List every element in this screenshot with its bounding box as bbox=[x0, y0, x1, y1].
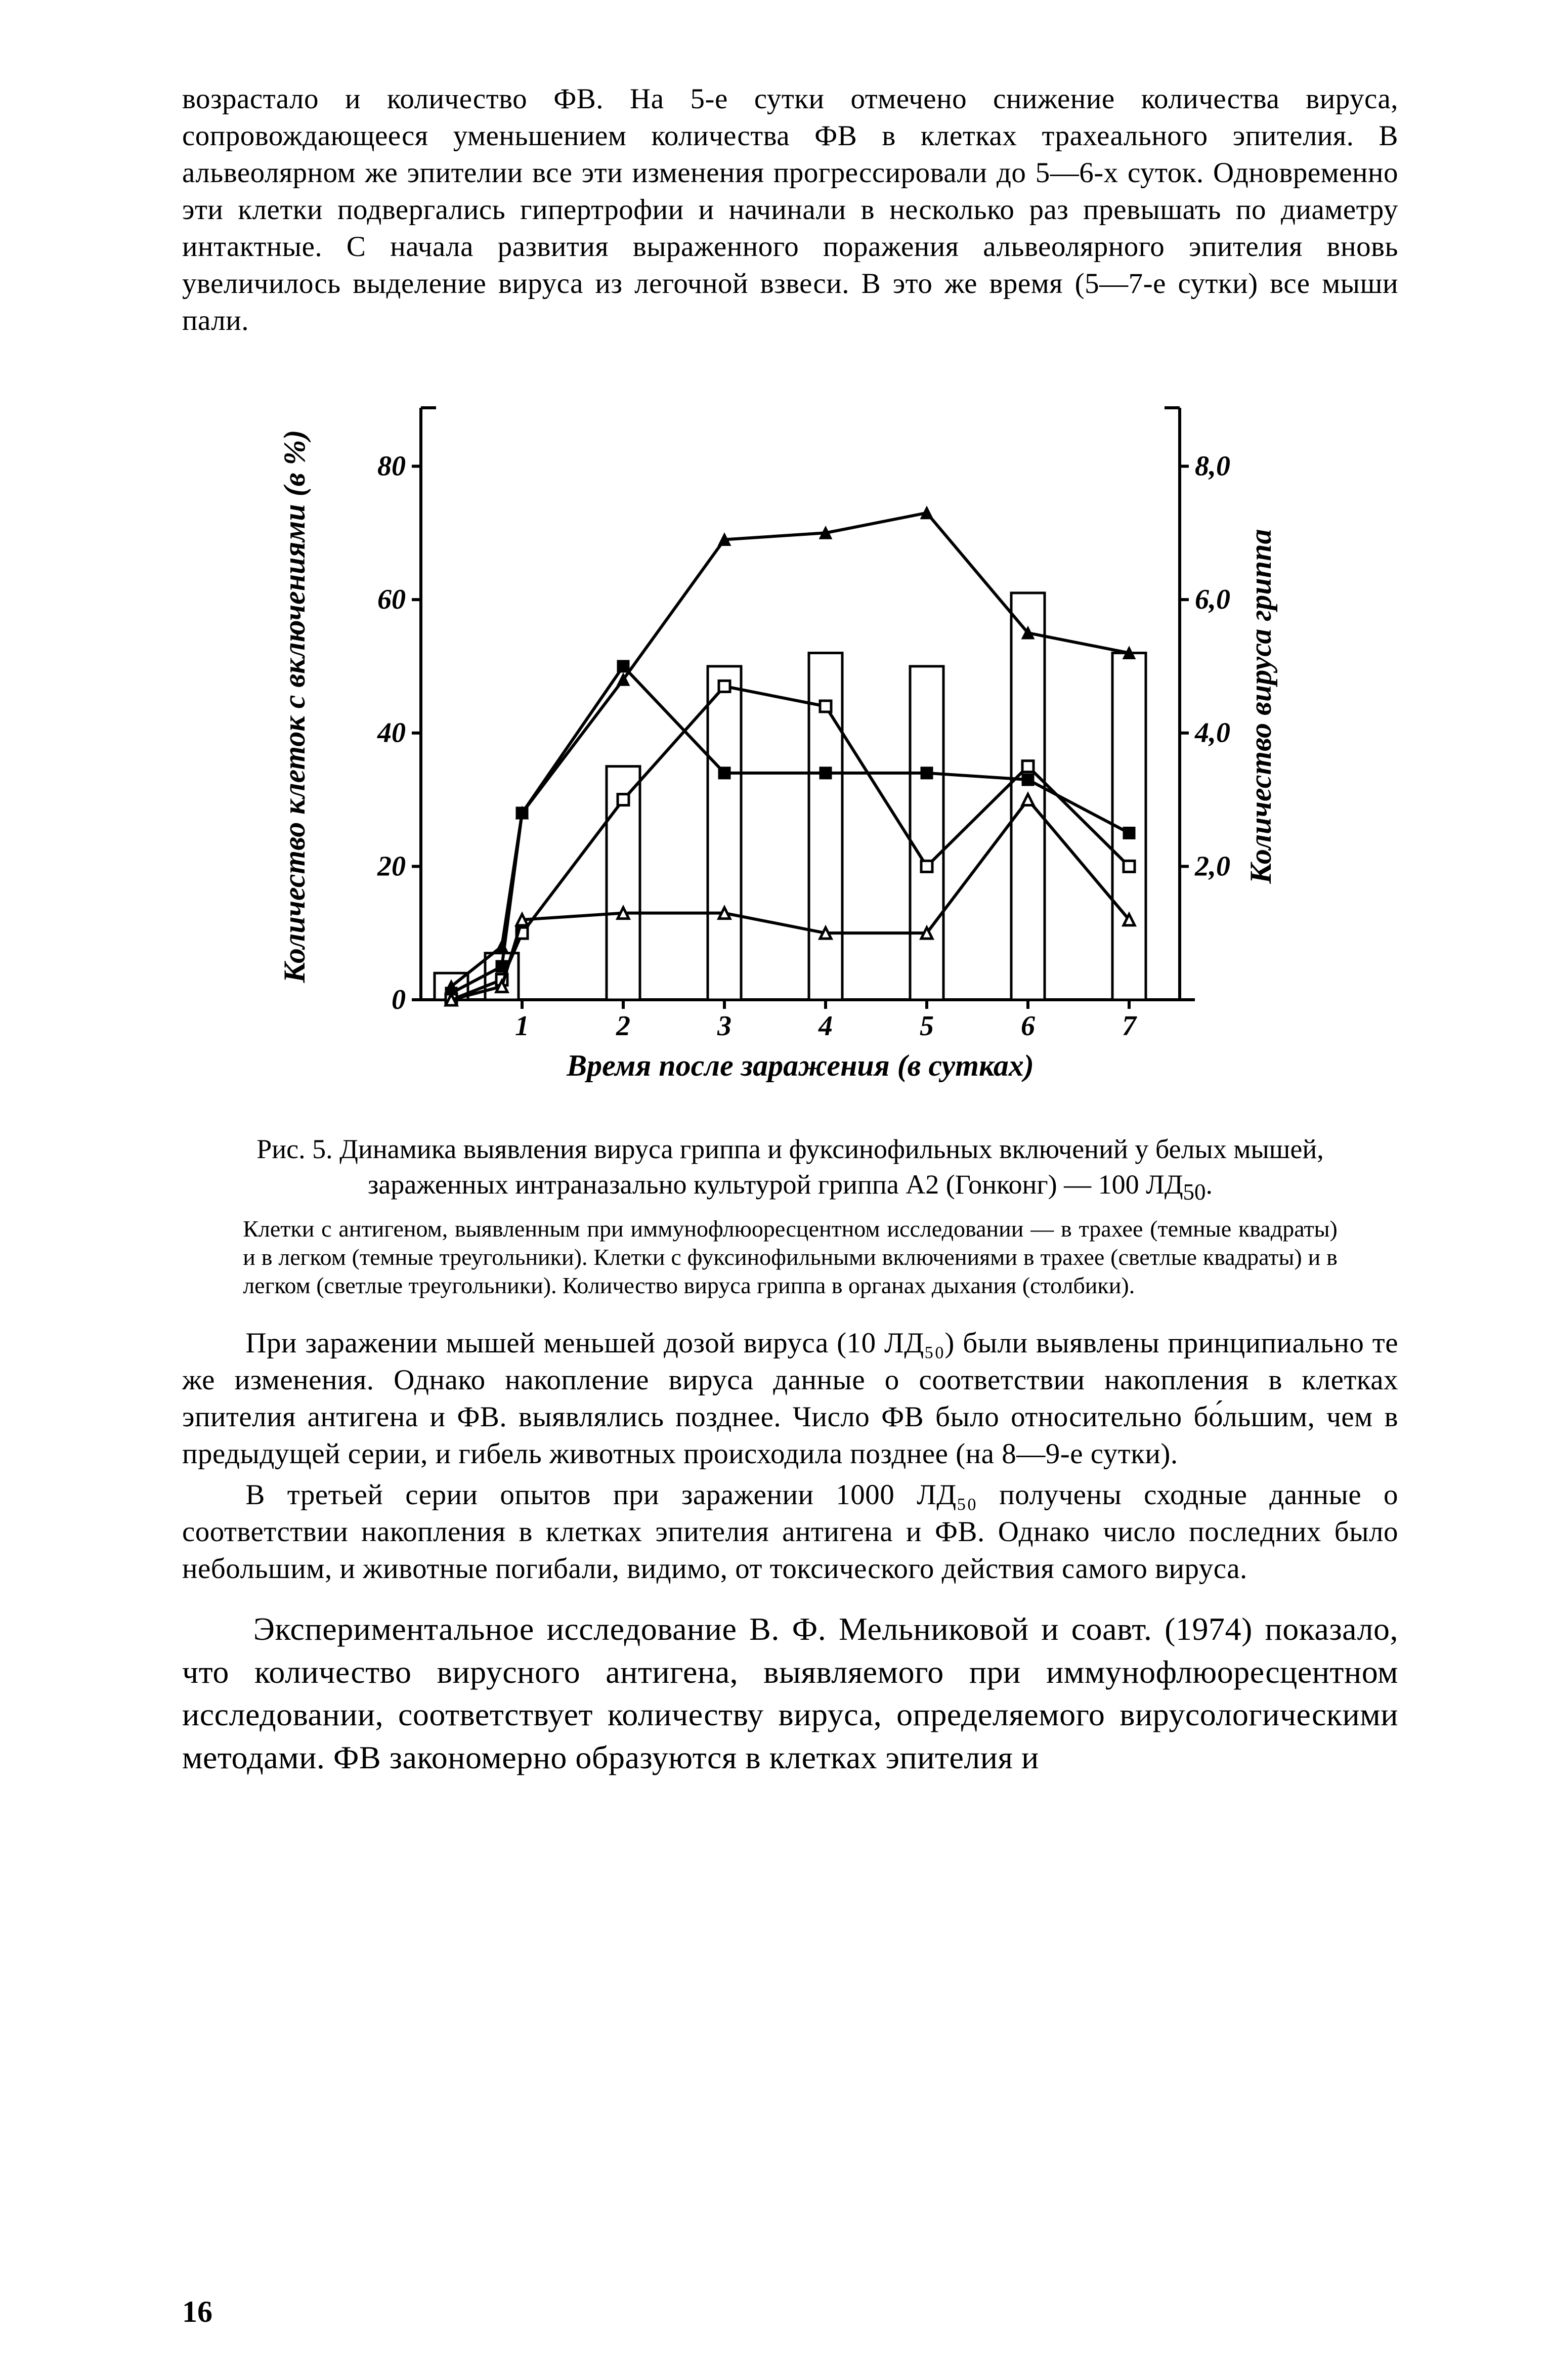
svg-text:2: 2 bbox=[616, 1010, 630, 1042]
svg-text:60: 60 bbox=[377, 584, 406, 615]
caption-detail: Клетки с антигеном, выявленным при иммун… bbox=[243, 1215, 1338, 1300]
page-number: 16 bbox=[182, 2294, 212, 2329]
svg-text:Время после заражения (в сутка: Время после заражения (в сутках) bbox=[566, 1049, 1034, 1082]
svg-text:80: 80 bbox=[377, 450, 406, 482]
svg-text:8,0: 8,0 bbox=[1195, 450, 1230, 482]
svg-text:0: 0 bbox=[392, 984, 406, 1015]
svg-text:5: 5 bbox=[920, 1010, 934, 1042]
svg-text:Количество вируса гриппа: Количество вируса гриппа bbox=[1244, 529, 1277, 884]
svg-text:7: 7 bbox=[1122, 1010, 1137, 1042]
figure-5-caption: Рис. 5. Динамика выявления вируса гриппа… bbox=[243, 1131, 1338, 1300]
svg-text:4: 4 bbox=[818, 1010, 833, 1042]
svg-text:40: 40 bbox=[377, 717, 406, 748]
caption-main-sub: 50 bbox=[1183, 1179, 1206, 1205]
svg-text:6: 6 bbox=[1021, 1010, 1035, 1042]
paragraph-1: возрастало и количество ФВ. На 5-е сутки… bbox=[182, 81, 1398, 339]
paragraph-3: В третьей серии опытов при заражении 100… bbox=[182, 1477, 1398, 1588]
paragraph-4: Экспериментальное исследование В. Ф. Мел… bbox=[182, 1608, 1398, 1779]
paragraph-2: При заражении мышей меньшей дозой вируса… bbox=[182, 1325, 1398, 1473]
svg-text:3: 3 bbox=[717, 1010, 731, 1042]
svg-text:20: 20 bbox=[377, 851, 406, 882]
svg-text:4,0: 4,0 bbox=[1194, 717, 1230, 748]
svg-text:2,0: 2,0 bbox=[1194, 851, 1230, 882]
svg-text:Количество клеток с включениям: Количество клеток с включениями (в %) bbox=[278, 430, 311, 983]
caption-main-part2: . bbox=[1206, 1169, 1213, 1200]
figure-5: 0 20 40 60 80 2,0 4,0 6,0 8,0 1 2 3 4 5 6 7 Количество к… bbox=[182, 362, 1398, 1300]
svg-text:6,0: 6,0 bbox=[1195, 584, 1230, 615]
figure-5-chart: 0 20 40 60 80 2,0 4,0 6,0 8,0 1 2 3 4 5 6 7 Количество к… bbox=[259, 362, 1321, 1111]
caption-main-part1: Рис. 5. Динамика выявления вируса гриппа… bbox=[256, 1134, 1323, 1200]
svg-text:1: 1 bbox=[515, 1010, 529, 1042]
